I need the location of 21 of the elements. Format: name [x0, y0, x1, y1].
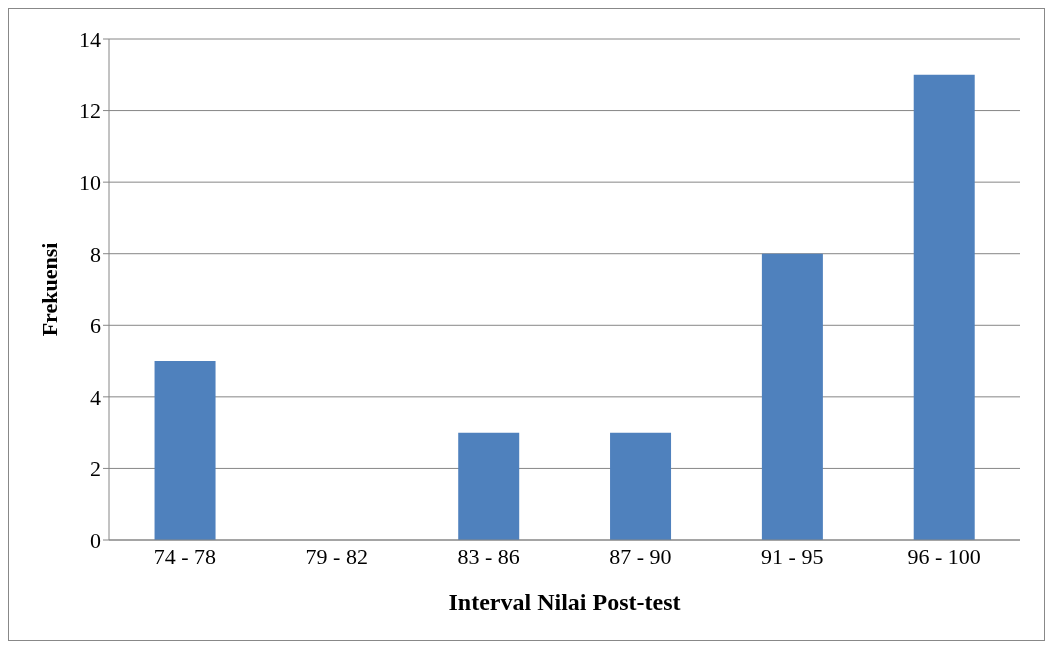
x-tick-label: 87 - 90	[609, 543, 672, 569]
bar	[913, 74, 975, 540]
y-axis-title: Frekuensi	[36, 242, 62, 337]
y-tick-label: 8	[90, 241, 101, 267]
bar	[610, 432, 672, 540]
bar	[154, 361, 216, 540]
y-tick-label: 6	[90, 313, 101, 339]
bar	[458, 432, 520, 540]
bar	[761, 253, 823, 540]
x-tick-label: 74 - 78	[153, 543, 217, 569]
x-tick-label: 96 - 100	[907, 543, 981, 569]
y-tick-label: 0	[90, 527, 101, 553]
x-tick-label: 91 - 95	[761, 543, 824, 569]
y-tick-label: 12	[79, 98, 101, 124]
x-tick-label: 83 - 86	[457, 543, 520, 569]
x-axis-title: Interval Nilai Post-test	[448, 589, 681, 615]
y-tick-label: 14	[79, 26, 101, 52]
y-tick-label: 2	[90, 456, 101, 482]
y-tick-label: 10	[79, 169, 101, 195]
x-tick-label: 79 - 82	[305, 543, 368, 569]
y-tick-label: 4	[90, 384, 101, 410]
